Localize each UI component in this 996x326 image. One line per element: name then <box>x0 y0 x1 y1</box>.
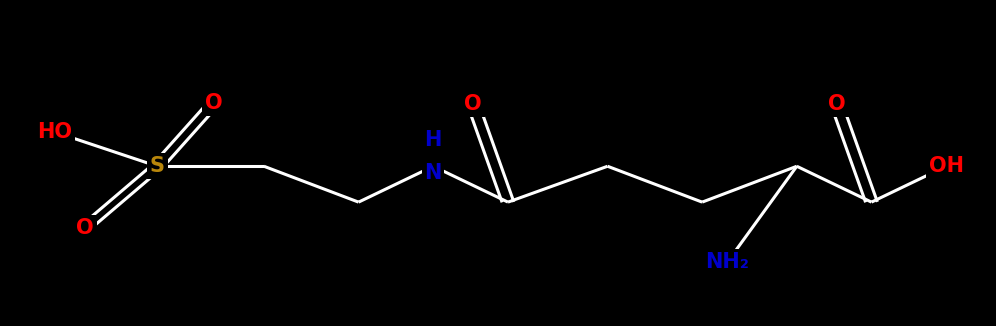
Text: O: O <box>464 94 482 114</box>
Text: O: O <box>205 93 223 113</box>
Text: HO: HO <box>37 122 73 142</box>
Text: S: S <box>149 156 165 176</box>
Text: O: O <box>76 218 94 238</box>
Text: O: O <box>828 94 846 114</box>
Text: H: H <box>424 130 442 150</box>
Text: OH: OH <box>928 156 964 176</box>
Text: N: N <box>424 163 442 183</box>
Text: NH₂: NH₂ <box>705 252 749 273</box>
